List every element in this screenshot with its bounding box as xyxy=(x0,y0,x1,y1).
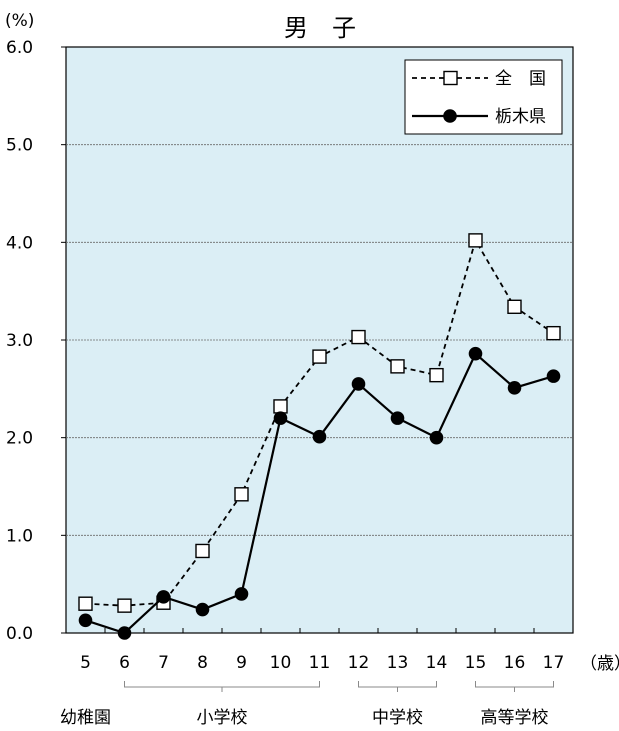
school-group-label: 小学校 xyxy=(197,708,248,728)
data-point xyxy=(351,377,366,391)
data-point xyxy=(390,359,405,374)
data-point xyxy=(273,411,288,425)
x-tick-label: 5 xyxy=(80,653,91,673)
data-point xyxy=(546,369,561,383)
data-point xyxy=(468,346,483,361)
x-tick-label: 9 xyxy=(236,653,247,673)
x-tick-label: 15 xyxy=(465,653,487,673)
legend-label: 栃木県 xyxy=(495,107,546,127)
x-tick-label: 16 xyxy=(504,653,526,673)
school-group-label: 中学校 xyxy=(372,708,423,728)
series-1 xyxy=(78,233,561,613)
x-tick-label: 7 xyxy=(158,653,169,673)
data-point xyxy=(195,602,210,617)
data-point xyxy=(117,598,132,613)
y-tick-label: 1.0 xyxy=(6,526,33,546)
legend-marker xyxy=(443,109,457,123)
group-bracket xyxy=(358,681,437,688)
school-group-label: 幼稚園 xyxy=(60,708,111,728)
data-point xyxy=(195,543,210,559)
data-point xyxy=(117,626,132,640)
data-point xyxy=(507,381,522,395)
data-point xyxy=(351,329,366,345)
data-point xyxy=(273,399,288,414)
data-point xyxy=(156,590,171,604)
group-bracket xyxy=(124,681,320,688)
legend-box xyxy=(404,59,563,135)
legend-label: 全 国 xyxy=(495,69,546,89)
x-tick-label: 17 xyxy=(543,653,565,673)
school-group-label: 高等学校 xyxy=(481,708,549,728)
y-tick-label: 4.0 xyxy=(6,233,33,253)
data-point xyxy=(429,430,444,445)
x-tick-label: 12 xyxy=(348,653,370,673)
series-2 xyxy=(78,346,561,640)
y-tick-label: 5.0 xyxy=(6,136,33,156)
y-tick-label: 0.0 xyxy=(6,624,33,644)
y-tick-label: 2.0 xyxy=(6,429,33,449)
data-point xyxy=(390,411,405,425)
group-bracket xyxy=(475,681,554,688)
data-point xyxy=(78,613,93,628)
y-tick-label: 6.0 xyxy=(6,38,33,58)
chart-title: 男 子 xyxy=(284,14,356,42)
x-tick-label: 13 xyxy=(387,653,409,673)
data-point xyxy=(468,233,483,248)
legend-marker xyxy=(443,70,458,86)
data-point xyxy=(312,429,327,444)
y-tick-label: 3.0 xyxy=(6,331,33,351)
data-point xyxy=(234,587,249,601)
x-tick-label: 11 xyxy=(309,653,331,673)
x-tick-label: 6 xyxy=(119,653,130,673)
data-point xyxy=(78,596,93,611)
data-point xyxy=(546,325,561,341)
x-tick-label: 10 xyxy=(270,653,292,673)
data-point xyxy=(429,367,444,383)
x-tick-label: 14 xyxy=(426,653,448,673)
y-axis-unit-label: (%) xyxy=(5,11,34,31)
data-point xyxy=(234,487,249,502)
x-tick-label: 8 xyxy=(197,653,208,673)
x-axis-unit-label: （歳） xyxy=(580,654,619,674)
data-point xyxy=(507,299,522,314)
data-point xyxy=(312,349,327,364)
